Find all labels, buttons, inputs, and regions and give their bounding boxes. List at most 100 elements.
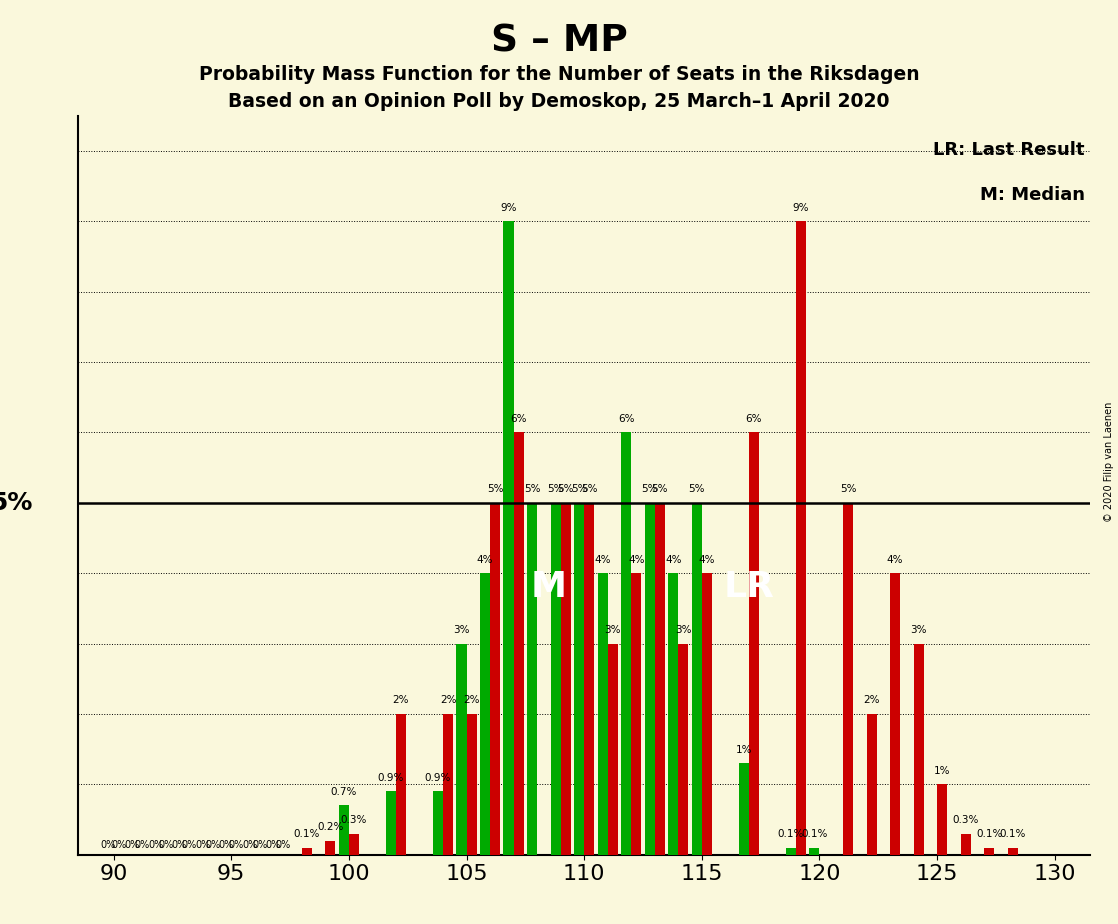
Text: 9%: 9% bbox=[500, 202, 517, 213]
Text: 2%: 2% bbox=[392, 696, 409, 705]
Bar bbox=[796, 221, 806, 855]
Bar bbox=[433, 791, 443, 855]
Bar bbox=[913, 643, 923, 855]
Text: 5%: 5% bbox=[571, 484, 587, 494]
Text: 5%: 5% bbox=[486, 484, 503, 494]
Text: 0%: 0% bbox=[243, 841, 257, 850]
Text: 3%: 3% bbox=[910, 625, 927, 635]
Text: 2%: 2% bbox=[463, 696, 480, 705]
Text: M: Median: M: Median bbox=[980, 186, 1084, 203]
Bar bbox=[843, 503, 853, 855]
Text: 3%: 3% bbox=[675, 625, 692, 635]
Bar bbox=[702, 573, 712, 855]
Text: 4%: 4% bbox=[887, 554, 903, 565]
Text: 0%: 0% bbox=[218, 841, 234, 850]
Text: 5%: 5% bbox=[0, 491, 32, 515]
Text: 5%: 5% bbox=[689, 484, 705, 494]
Text: 5%: 5% bbox=[652, 484, 669, 494]
Text: 1%: 1% bbox=[736, 745, 752, 755]
Text: 6%: 6% bbox=[746, 414, 762, 424]
Text: 9%: 9% bbox=[793, 202, 809, 213]
Bar bbox=[866, 714, 877, 855]
Text: 0%: 0% bbox=[253, 841, 267, 850]
Bar bbox=[574, 503, 584, 855]
Text: 4%: 4% bbox=[595, 554, 610, 565]
Text: 2%: 2% bbox=[863, 696, 880, 705]
Text: © 2020 Filip van Laenen: © 2020 Filip van Laenen bbox=[1105, 402, 1114, 522]
Text: 0.1%: 0.1% bbox=[778, 829, 804, 839]
Text: 1%: 1% bbox=[934, 766, 950, 776]
Bar bbox=[786, 847, 796, 855]
Text: 0.1%: 0.1% bbox=[999, 829, 1026, 839]
Text: 6%: 6% bbox=[618, 414, 634, 424]
Bar bbox=[645, 503, 655, 855]
Bar bbox=[466, 714, 476, 855]
Text: 6%: 6% bbox=[511, 414, 527, 424]
Text: LR: LR bbox=[723, 570, 775, 604]
Bar bbox=[480, 573, 490, 855]
Bar bbox=[749, 432, 759, 855]
Text: 0.3%: 0.3% bbox=[341, 815, 367, 825]
Bar bbox=[396, 714, 406, 855]
Bar bbox=[560, 503, 571, 855]
Bar bbox=[513, 432, 523, 855]
Text: 0.1%: 0.1% bbox=[294, 829, 320, 839]
Text: 0%: 0% bbox=[124, 841, 140, 850]
Text: Probability Mass Function for the Number of Seats in the Riksdagen: Probability Mass Function for the Number… bbox=[199, 65, 919, 84]
Bar bbox=[584, 503, 595, 855]
Bar bbox=[550, 503, 560, 855]
Text: 0%: 0% bbox=[171, 841, 187, 850]
Bar bbox=[490, 503, 500, 855]
Bar bbox=[339, 806, 349, 855]
Text: 0%: 0% bbox=[101, 841, 116, 850]
Text: 0.9%: 0.9% bbox=[378, 772, 404, 783]
Bar bbox=[1007, 847, 1017, 855]
Text: 4%: 4% bbox=[665, 554, 682, 565]
Text: 0.1%: 0.1% bbox=[802, 829, 827, 839]
Bar bbox=[632, 573, 642, 855]
Bar bbox=[622, 432, 632, 855]
Bar bbox=[809, 847, 819, 855]
Text: 3%: 3% bbox=[453, 625, 470, 635]
Text: 0.2%: 0.2% bbox=[318, 822, 343, 833]
Text: 4%: 4% bbox=[699, 554, 716, 565]
Text: 5%: 5% bbox=[840, 484, 856, 494]
Text: 0%: 0% bbox=[148, 841, 163, 850]
Text: 5%: 5% bbox=[558, 484, 574, 494]
Bar bbox=[443, 714, 453, 855]
Text: M: M bbox=[531, 570, 567, 604]
Bar bbox=[456, 643, 466, 855]
Bar bbox=[386, 791, 396, 855]
Bar bbox=[527, 503, 537, 855]
Text: 0%: 0% bbox=[195, 841, 210, 850]
Text: 0%: 0% bbox=[158, 841, 173, 850]
Text: 0%: 0% bbox=[229, 841, 244, 850]
Bar bbox=[692, 503, 702, 855]
Text: 4%: 4% bbox=[628, 554, 644, 565]
Text: 2%: 2% bbox=[439, 696, 456, 705]
Text: S – MP: S – MP bbox=[491, 23, 627, 59]
Text: 4%: 4% bbox=[476, 554, 493, 565]
Text: 5%: 5% bbox=[548, 484, 563, 494]
Bar bbox=[739, 763, 749, 855]
Text: 3%: 3% bbox=[605, 625, 620, 635]
Bar bbox=[669, 573, 679, 855]
Text: 0.9%: 0.9% bbox=[425, 772, 451, 783]
Bar bbox=[302, 847, 312, 855]
Bar bbox=[597, 573, 608, 855]
Bar bbox=[349, 833, 359, 855]
Bar bbox=[503, 221, 513, 855]
Text: 5%: 5% bbox=[642, 484, 657, 494]
Bar bbox=[960, 833, 970, 855]
Text: Based on an Opinion Poll by Demoskop, 25 March–1 April 2020: Based on an Opinion Poll by Demoskop, 25… bbox=[228, 92, 890, 112]
Text: 0%: 0% bbox=[181, 841, 197, 850]
Text: 0.3%: 0.3% bbox=[953, 815, 979, 825]
Bar bbox=[890, 573, 900, 855]
Bar bbox=[679, 643, 689, 855]
Text: 5%: 5% bbox=[524, 484, 540, 494]
Text: 0%: 0% bbox=[134, 841, 150, 850]
Text: 0.1%: 0.1% bbox=[976, 829, 1003, 839]
Bar bbox=[325, 841, 335, 855]
Bar bbox=[937, 784, 947, 855]
Text: 0%: 0% bbox=[111, 841, 126, 850]
